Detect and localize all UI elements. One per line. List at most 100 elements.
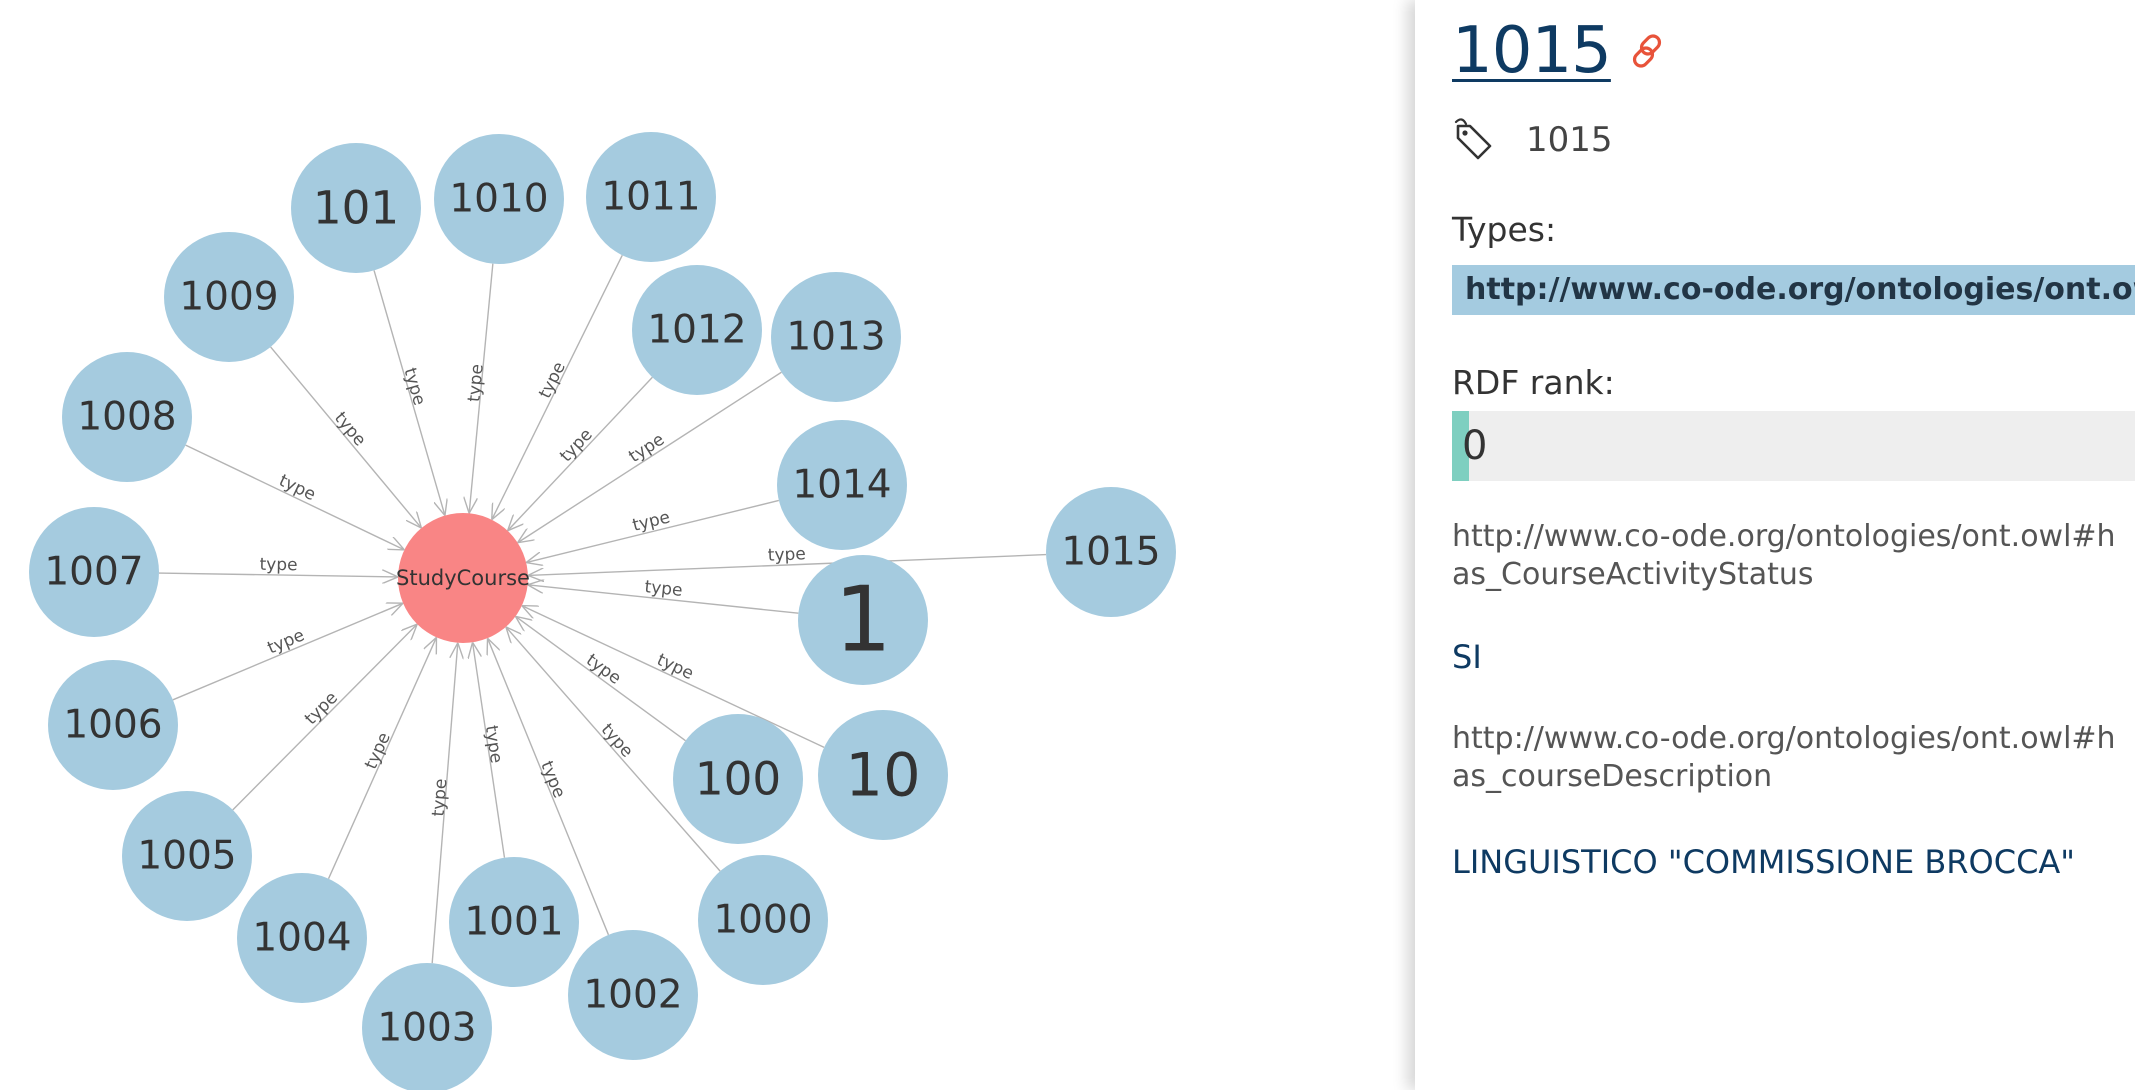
node-1007-label: 1007 [44,550,143,595]
edge-1004 [327,637,437,879]
edge-label-1009: type [330,408,370,450]
node-1010-label: 1010 [449,177,548,222]
property-value[interactable]: SI [1452,638,1482,676]
node-details-panel: 1015 1015 Types: http://www.co-ode.org/o… [1415,0,2135,1090]
node-1-circle[interactable] [798,555,928,685]
node-100-label: 100 [695,753,781,806]
node-1010[interactable]: 1010 [434,134,564,264]
node-1007-circle[interactable] [29,507,159,637]
graph-canvas[interactable]: type type type type type type type type type type… [0,0,1415,1090]
edge-label-1003: type [429,778,452,817]
edge-label-1000: type [597,720,637,762]
node-101-circle[interactable] [291,143,421,273]
node-1001-label: 1001 [464,900,563,945]
node-10[interactable]: 10 [818,710,948,840]
node-1004-circle[interactable] [237,873,367,1003]
link-icon[interactable] [1627,31,1667,71]
node-1014[interactable]: 1014 [777,420,907,550]
node-1005[interactable]: 1005 [122,791,252,921]
node-1009-label: 1009 [179,275,278,320]
node-1007[interactable]: 1007 [29,507,159,637]
node-1013-circle[interactable] [771,272,901,402]
node-1012-circle[interactable] [632,265,762,395]
node-1009[interactable]: 1009 [164,232,294,362]
type-chip[interactable]: http://www.co-ode.org/ontologies/ont.owl… [1452,265,2135,315]
node-title-row: 1015 [1452,14,1667,88]
node-1010-circle[interactable] [434,134,564,264]
edge-label-100: type [582,650,624,689]
node-studycourse[interactable]: StudyCourse [396,513,530,643]
property-value[interactable]: LINGUISTICO "COMMISSIONE BROCCA" [1452,843,2076,881]
node-1004[interactable]: 1004 [237,873,367,1003]
edge-label-1005: type [301,688,342,729]
node-label-text: 1015 [1526,120,1613,160]
node-1002-label: 1002 [583,973,682,1018]
edge-1002 [488,638,610,936]
node-1001[interactable]: 1001 [449,857,579,987]
node-1009-circle[interactable] [164,232,294,362]
label-row: 1015 [1452,118,1613,162]
node-100-circle[interactable] [673,714,803,844]
edge-label-1015: type [767,544,806,566]
types-heading: Types: [1452,210,1557,249]
edge-1005 [232,624,417,811]
node-1008-label: 1008 [77,395,176,440]
node-1008-circle[interactable] [62,352,192,482]
node-1002-circle[interactable] [568,930,698,1060]
edge-1008 [185,444,405,550]
rdf-rank-fill [1452,411,1469,481]
edge-label-1011: type [535,359,570,402]
edge-1009 [270,346,422,528]
edge-1012 [508,376,653,530]
node-1000-circle[interactable] [698,855,828,985]
edge-100 [515,616,686,742]
node-title-link[interactable]: 1015 [1452,14,1612,88]
edge-label-1013: type [625,430,668,467]
edge-10 [522,606,825,749]
node-1012[interactable]: 1012 [632,265,762,395]
node-1008[interactable]: 1008 [62,352,192,482]
node-1006[interactable]: 1006 [48,660,178,790]
node-100[interactable]: 100 [673,714,803,844]
node-1[interactable]: 1 [798,555,928,685]
edge-1014 [526,499,780,562]
rdf-rank-value: 0 [1462,423,1488,469]
edge-label-1: type [644,577,684,601]
node-1004-label: 1004 [252,916,351,961]
node-1015-circle[interactable] [1046,487,1176,617]
node-1013[interactable]: 1013 [771,272,901,402]
node-10-label: 10 [845,741,920,810]
edge-label-1012: type [556,425,597,466]
edge-1 [528,585,799,614]
node-1015[interactable]: 1015 [1046,487,1176,617]
node-1003-circle[interactable] [362,963,492,1090]
graph-svg[interactable]: type type type type type type type type type type… [0,0,1415,1090]
node-10-circle[interactable] [818,710,948,840]
node-1012-label: 1012 [647,308,746,353]
node-studycourse-label: StudyCourse [396,566,530,590]
node-1002[interactable]: 1002 [568,930,698,1060]
node-1014-label: 1014 [792,463,891,508]
node-1006-label: 1006 [63,703,162,748]
edge-1010 [469,263,494,514]
node-1006-circle[interactable] [48,660,178,790]
node-1014-circle[interactable] [777,420,907,550]
edge-1006 [172,603,403,701]
node-1011-circle[interactable] [586,132,716,262]
node-101[interactable]: 101 [291,143,421,273]
node-1005-circle[interactable] [122,791,252,921]
node-studycourse-circle[interactable] [398,513,528,643]
node-1011[interactable]: 1011 [586,132,716,262]
edge-label-1014: type [630,507,672,535]
edge-1011 [492,254,623,519]
node-1003[interactable]: 1003 [362,963,492,1090]
edge-1007 [158,573,398,577]
edge-1015 [528,553,1047,576]
rdf-rank-heading: RDF rank: [1452,363,1615,402]
rdf-rank-bar: 0 [1452,411,2135,481]
node-1001-circle[interactable] [449,857,579,987]
edge-label-1006: type [265,625,308,658]
node-1-label: 1 [834,568,892,673]
node-1000[interactable]: 1000 [698,855,828,985]
